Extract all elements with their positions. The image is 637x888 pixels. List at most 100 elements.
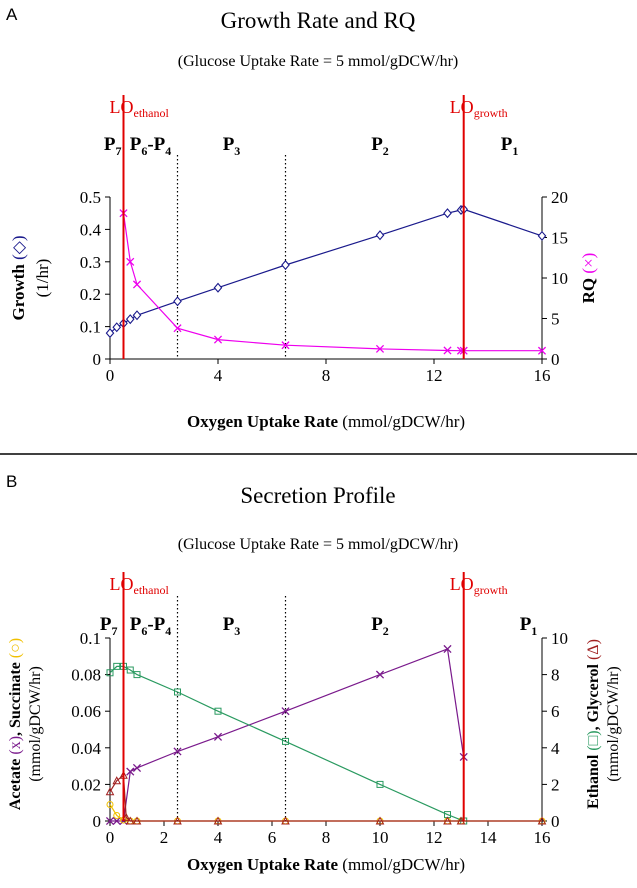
- b-succinate-point: [113, 812, 121, 820]
- a-x-tick-label: 8: [322, 366, 331, 385]
- b-acetate-point: [105, 816, 115, 826]
- panel-b-subtitle: (Glucose Uptake Rate = 5 mmol/gDCW/hr): [178, 536, 459, 553]
- b-glycerol-point: [537, 816, 547, 825]
- b-glycerol-point: [105, 787, 115, 796]
- b-glycerol-point: [112, 776, 122, 785]
- b-ethanol-point: [282, 737, 289, 745]
- a-growth-point: [105, 328, 115, 339]
- a-y-tick-label-left: 0.3: [80, 253, 101, 272]
- b-ethanol-point: [106, 669, 114, 677]
- b-y-tick-label-right: 6: [551, 702, 560, 721]
- a-lo-label: LOgrowth: [450, 97, 508, 120]
- b-acetate-point: [443, 644, 452, 654]
- b-acetate-point: [173, 747, 182, 756]
- b-x-tick-label: 6: [268, 828, 277, 847]
- a-y-tick-label-left: 0.5: [80, 188, 101, 207]
- a-rq-line: [122, 213, 542, 352]
- a-rq-point: [443, 346, 452, 355]
- a-x-tick-label: 0: [106, 366, 115, 385]
- a-rq-point: [173, 324, 182, 333]
- b-x-tick-label: 4: [214, 828, 223, 847]
- a-lo-label: LOethanol: [110, 97, 170, 120]
- b-glycerol-line: [109, 774, 542, 822]
- b-acetate-point: [132, 763, 142, 772]
- a-rq-point: [537, 346, 547, 355]
- a-growth-point: [537, 230, 547, 241]
- a-phase-label: P2: [371, 134, 389, 158]
- b-x-tick-label: 10: [372, 828, 389, 847]
- b-y-axis-label-left-unit: (mmol/gDCW/hr): [27, 666, 44, 782]
- b-x-axis-label: Oxygen Uptake Rate (mmol/gDCW/hr): [187, 855, 465, 874]
- a-rq-point: [281, 341, 290, 350]
- b-acetate-line: [110, 648, 465, 822]
- a-growth-point: [125, 314, 135, 325]
- panel-a-subtitle: (Glucose Uptake Rate = 5 mmol/gDCW/hr): [178, 53, 459, 70]
- a-y-tick-label-left: 0.4: [80, 220, 102, 239]
- b-y-tick-label-left: 0.1: [80, 629, 101, 648]
- b-y-axis-label-left: Acetate (x), Succinate (○): [7, 638, 24, 810]
- b-x-tick-label: 14: [480, 828, 498, 847]
- b-y-tick-label-right: 8: [551, 666, 560, 685]
- b-phase-label: P2: [371, 614, 389, 638]
- b-x-tick-label: 12: [426, 828, 443, 847]
- b-lo-label: LOethanol: [110, 574, 170, 597]
- panel-a-letter: A: [6, 5, 18, 24]
- a-growth-point: [173, 296, 182, 307]
- b-x-tick-label: 16: [534, 828, 551, 847]
- a-y-tick-label-right: 10: [551, 269, 568, 288]
- secretion-profile-chart: 0 2 4 6 8 10 12 14 1600.020.040.060.080.10246810…: [7, 572, 622, 874]
- a-rq-point: [375, 344, 385, 353]
- a-growth-line: [109, 208, 543, 334]
- a-rq-point: [126, 257, 135, 266]
- b-glycerol-point: [375, 816, 385, 825]
- a-y-tick-label-right: 20: [551, 188, 568, 207]
- b-glycerol-point: [443, 816, 452, 825]
- a-x-axis-label: Oxygen Uptake Rate (mmol/gDCW/hr): [187, 412, 465, 431]
- b-y-tick-label-left: 0: [93, 812, 102, 831]
- b-ethanol-point: [214, 707, 222, 715]
- b-y-axis-label-right: Ethanol (□), Glycerol (Δ): [585, 639, 602, 809]
- a-y-axis-label-left-unit: (1/hr): [33, 259, 52, 298]
- panel-a-title: Growth Rate and RQ: [221, 8, 416, 33]
- a-phase-label: P3: [223, 134, 241, 158]
- a-growth-point: [375, 230, 385, 241]
- b-y-tick-label-right: 2: [551, 775, 560, 794]
- a-y-axis-label-left: Growth (◇): [9, 235, 28, 320]
- b-x-tick-label: 0: [106, 828, 115, 847]
- b-acetate-point: [112, 816, 121, 826]
- b-succinate-line: [109, 804, 542, 822]
- b-phase-label: P6-P4: [130, 614, 172, 638]
- a-phase-label: P7: [104, 134, 122, 158]
- a-rq-point: [213, 335, 223, 344]
- b-x-tick-label: 2: [160, 828, 169, 847]
- b-ethanol-point: [376, 780, 384, 788]
- a-growth-point: [132, 310, 142, 321]
- a-y-axis-label-right: RQ (×): [579, 253, 598, 304]
- b-acetate-point: [213, 732, 223, 741]
- b-y-tick-label-left: 0.06: [71, 702, 101, 721]
- b-phase-label: P7: [100, 614, 118, 638]
- a-y-tick-label-left: 0.2: [80, 285, 101, 304]
- b-glycerol-point: [132, 816, 142, 825]
- a-y-tick-label-left: 0.1: [80, 318, 101, 337]
- b-phase-label: P1: [520, 614, 538, 638]
- b-succinate-point: [106, 801, 114, 809]
- b-ethanol-point: [174, 688, 181, 696]
- a-rq-point: [132, 280, 142, 289]
- b-ethanol-point: [113, 662, 121, 670]
- b-y-axis-label-right-unit: (mmol/gDCW/hr): [605, 666, 622, 782]
- growth-rq-chart: 0 4 8 12 1600.10.20.30.40.505101520LOethanol…: [9, 95, 598, 431]
- b-glycerol-point: [173, 816, 182, 825]
- b-y-tick-label-right: 0: [551, 812, 560, 831]
- b-acetate-point: [281, 707, 290, 716]
- a-growth-point: [443, 208, 452, 219]
- a-growth-point: [281, 259, 290, 271]
- b-glycerol-point: [125, 816, 135, 825]
- b-y-tick-label-left: 0.08: [71, 666, 101, 685]
- b-y-tick-label-right: 10: [551, 629, 568, 648]
- a-y-tick-label-left: 0: [93, 350, 102, 369]
- panel-b-letter: B: [6, 472, 17, 491]
- b-phase-label: P3: [223, 614, 241, 638]
- b-acetate-point: [375, 670, 385, 679]
